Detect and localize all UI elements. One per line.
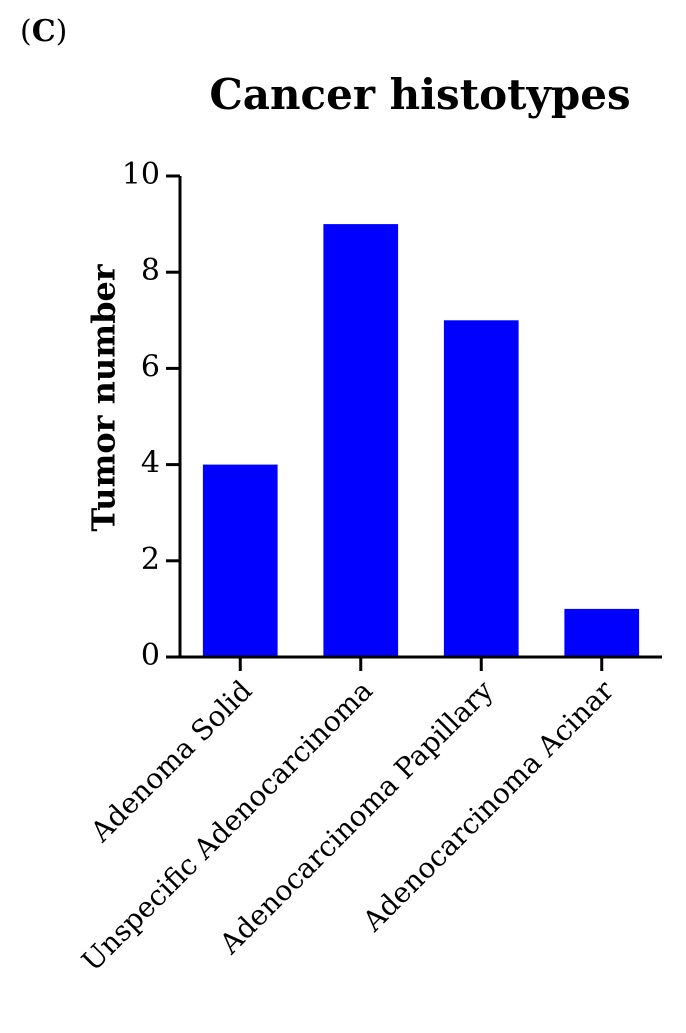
panel-label: (C) xyxy=(20,14,67,49)
x-category-label: Adenocarcinoma Acinar xyxy=(356,673,621,938)
bar-1 xyxy=(202,464,278,657)
y-tick-label: 10 xyxy=(122,157,160,192)
y-tick-label: 0 xyxy=(141,638,160,673)
bar-2 xyxy=(323,224,399,657)
chart-title: Cancer histotypes xyxy=(209,70,631,119)
panel-label-letter: C xyxy=(31,14,56,49)
y-axis: 0 2 4 6 8 10 xyxy=(122,157,182,673)
y-tick-label: 4 xyxy=(141,446,160,481)
panel-label-close: ) xyxy=(55,14,68,49)
bars-group xyxy=(202,224,640,657)
y-tick-label: 8 xyxy=(141,253,160,288)
bar-4 xyxy=(564,608,640,657)
panel-label-open: ( xyxy=(20,14,32,49)
y-tick-label: 2 xyxy=(141,542,160,577)
y-tick-label: 6 xyxy=(141,349,160,384)
y-axis-label: Tumor number xyxy=(85,263,123,531)
bar-3 xyxy=(443,320,519,657)
